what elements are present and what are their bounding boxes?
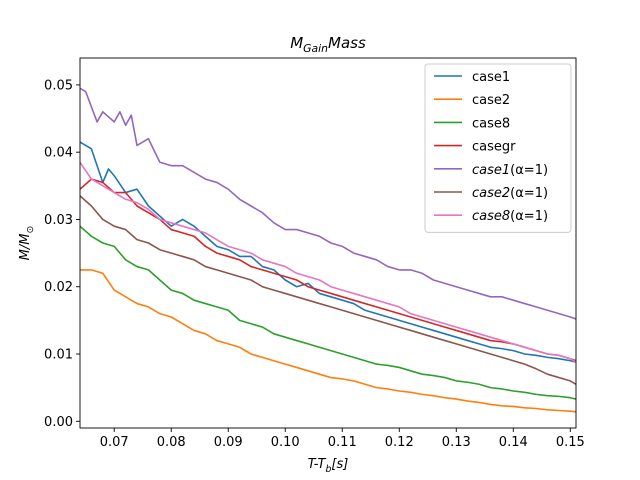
x-tick-label: 0.08	[157, 435, 186, 450]
y-tick-label: 0.04	[44, 146, 73, 161]
legend-box	[424, 63, 572, 233]
y-tick-label: 0.02	[44, 280, 73, 295]
x-tick-label: 0.11	[328, 435, 357, 450]
x-tick-label: 0.07	[100, 435, 129, 450]
chart-title: MGainMass	[290, 34, 366, 55]
y-tick-label: 0.05	[44, 78, 73, 93]
legend-entry-label: case2(α=1)	[472, 186, 548, 201]
x-axis: 0.07 0.08 0.09 0.10 0.11 0.12 0.13 0.14 0.15	[100, 428, 585, 450]
legend-entry-label: casegr	[472, 140, 516, 155]
series-line-1	[80, 141, 576, 363]
y-tick-label: 0.01	[44, 348, 73, 363]
series-line-5	[80, 87, 576, 320]
series-line-3	[80, 225, 576, 400]
y-axis: 0.00 0.01 0.02 0.03 0.04 0.05	[44, 78, 80, 430]
x-tick-label: 0.15	[556, 435, 585, 450]
x-axis-label: T-Tb[s]	[308, 457, 349, 475]
series-line-7	[80, 161, 576, 363]
legend: case1 case2 case8 casegr case1(α=1) case2(α=1…	[424, 63, 572, 233]
x-tick-label: 0.12	[385, 435, 414, 450]
x-tick-label: 0.09	[214, 435, 243, 450]
legend-entry-label: case1(α=1)	[472, 163, 548, 178]
y-tick-label: 0.00	[44, 415, 73, 430]
y-tick-label: 0.03	[44, 213, 73, 228]
x-tick-label: 0.13	[442, 435, 471, 450]
series-line-4	[80, 178, 576, 362]
x-tick-label: 0.14	[499, 435, 528, 450]
legend-entry-label: case2	[472, 93, 510, 108]
legend-entry-label: case1	[472, 70, 510, 85]
series-line-6	[80, 195, 576, 385]
legend-entry-label: case8(α=1)	[472, 209, 548, 224]
legend-entry-label: case8	[472, 116, 510, 131]
axes-frame	[79, 57, 577, 429]
x-tick-label: 0.10	[271, 435, 300, 450]
y-axis-label: M/M⊙	[18, 226, 36, 261]
series-line-2	[80, 269, 576, 413]
plot-area	[79, 57, 577, 429]
